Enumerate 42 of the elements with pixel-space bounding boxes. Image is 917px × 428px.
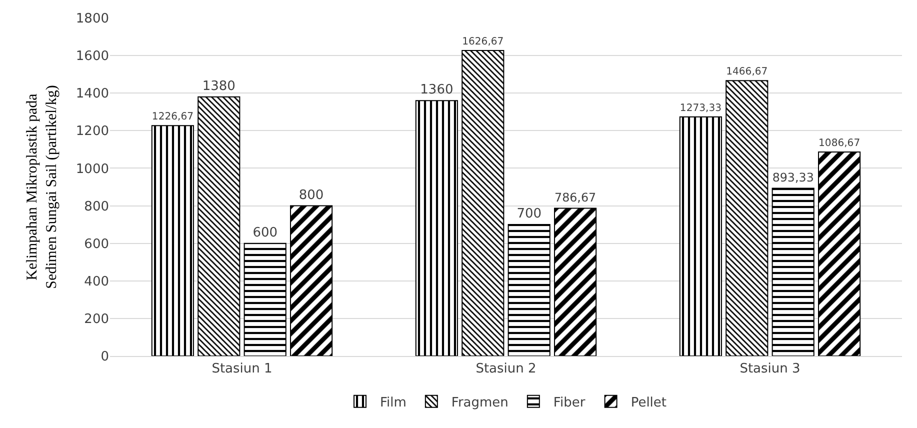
bar xyxy=(554,208,597,356)
legend-label: Pellet xyxy=(630,395,667,410)
y-tick-label: 1600 xyxy=(76,49,109,64)
data-label: 1086,67 xyxy=(818,138,860,149)
data-label: 1226,67 xyxy=(152,112,194,123)
y-axis-title: Kelimpahan Mikroplastik pada Sedimen Sungai Sail (partikel/kg) xyxy=(24,85,60,289)
data-label: 1466,67 xyxy=(726,66,768,78)
data-label: 1380 xyxy=(202,78,236,94)
data-label: 786,67 xyxy=(554,190,596,205)
y-tick-label: 1800 xyxy=(76,12,109,27)
data-label: 1626,67 xyxy=(462,36,504,48)
y-tick-label: 400 xyxy=(84,274,109,290)
bar xyxy=(151,125,194,356)
y-tick-label: 0 xyxy=(100,350,109,365)
bar xyxy=(679,116,722,356)
bar xyxy=(415,100,458,356)
legend-label: Fragmen xyxy=(451,395,508,410)
x-tick-label: Stasiun 2 xyxy=(476,362,536,377)
y-tick-label: 1200 xyxy=(76,124,109,140)
y-tick-label: 600 xyxy=(84,236,109,252)
bar xyxy=(244,242,286,356)
bar xyxy=(290,205,333,356)
y-tick-label: 200 xyxy=(84,312,109,327)
bar xyxy=(462,50,504,356)
bar xyxy=(726,80,768,356)
legend-label: Film xyxy=(380,395,406,410)
legend-label: Fiber xyxy=(553,395,586,410)
data-label: 1360 xyxy=(420,82,454,98)
y-tick-label: 1400 xyxy=(76,86,109,102)
x-tick-label: Stasiun 3 xyxy=(740,362,800,377)
data-label: 893,33 xyxy=(772,170,814,185)
bar xyxy=(508,224,550,356)
data-label: 700 xyxy=(516,206,542,222)
data-label: 800 xyxy=(298,188,324,203)
data-label: 600 xyxy=(252,225,278,240)
y-tick-label: 1000 xyxy=(76,162,109,177)
bar xyxy=(198,96,240,356)
y-tick-label: 800 xyxy=(84,199,109,214)
data-label: 1273,33 xyxy=(680,102,722,114)
x-tick-label: Stasiun 1 xyxy=(212,362,272,377)
bar xyxy=(772,188,814,356)
bar xyxy=(818,151,861,356)
